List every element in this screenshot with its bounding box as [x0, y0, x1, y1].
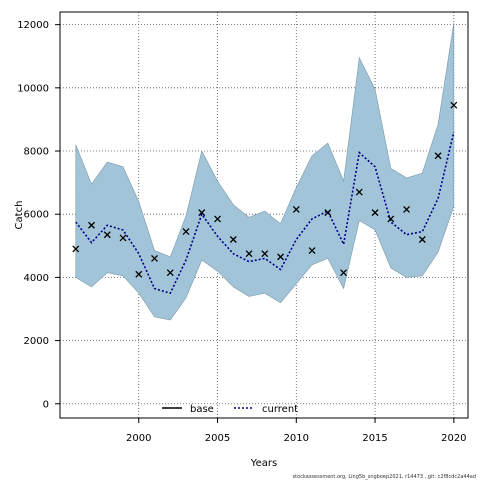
observed-point-stroke [340, 269, 348, 277]
observed-point-stroke [371, 209, 379, 217]
observed-point [166, 269, 174, 277]
observed-point-stroke [182, 228, 190, 236]
observed-point [261, 250, 269, 258]
x-tick-label: 2015 [362, 433, 387, 444]
y-axis-title: Catch [14, 201, 25, 230]
observed-point [418, 236, 426, 243]
confidence-band [75, 23, 455, 321]
observed-point-stroke [72, 245, 80, 253]
observed-point-stroke [103, 231, 111, 239]
legend: base current [162, 404, 298, 415]
observed-point [198, 209, 206, 217]
observed-point [450, 101, 458, 109]
observed-point-stroke [387, 215, 395, 223]
axes: 2000 2005 2010 2015 2020 0 2000 4000 6000 8000 100… [17, 20, 466, 444]
observed-point [355, 188, 363, 196]
observed-point [135, 270, 143, 278]
plot-frame [59, 11, 469, 419]
observed-point-stroke [198, 209, 206, 217]
x-tick-label: 2020 [441, 433, 466, 444]
legend-current-label: current [262, 404, 298, 415]
observed-point-stroke [151, 254, 158, 262]
observed-point-stroke [355, 188, 363, 196]
y-tick-label: 8000 [24, 147, 49, 158]
observed-point [387, 215, 395, 223]
observed-point-stroke [418, 236, 426, 243]
observed-point-stroke [119, 234, 127, 242]
observed-point-stroke [292, 206, 300, 213]
plot-area [60, 12, 468, 418]
observed-point [277, 253, 285, 261]
observed-point [245, 250, 253, 258]
observed-point-stroke [166, 269, 174, 277]
observed-point [88, 221, 95, 229]
observed-point [182, 228, 190, 236]
observed-point [308, 247, 316, 255]
x-tick-label: 2005 [205, 433, 230, 444]
observed-point [103, 231, 111, 239]
observed-point-stroke [403, 206, 411, 213]
observed-point [403, 206, 411, 213]
observed-point-stroke [245, 250, 253, 258]
observed-point [434, 152, 442, 160]
x-tick-label: 2010 [284, 433, 309, 444]
observed-point [371, 209, 379, 217]
y-tick-label: 2000 [24, 336, 49, 347]
x-axis-title: Years [250, 458, 277, 469]
y-tick-label: 4000 [24, 273, 49, 284]
observed-point-stroke [450, 101, 458, 109]
observed-point [214, 215, 221, 223]
observed-point-stroke [324, 209, 332, 217]
observed-point [119, 234, 127, 242]
observed-point [292, 206, 300, 213]
observed-point [324, 209, 332, 217]
footnote: stockassessment.org, Ling5b_sngboep2021,… [293, 474, 476, 480]
observed-point-stroke [214, 215, 221, 223]
observed-point-stroke [308, 247, 316, 255]
observed-point [340, 269, 348, 277]
observed-point-stroke [135, 270, 143, 278]
observed-point [229, 236, 237, 243]
y-tick-label: 0 [43, 399, 49, 410]
observed-point [151, 254, 158, 262]
x-tick-label: 2000 [126, 433, 151, 444]
observed-point-stroke [434, 152, 442, 160]
observed-point-stroke [277, 253, 285, 261]
observed-point-stroke [229, 236, 237, 243]
y-tick-label: 10000 [17, 83, 49, 94]
observed-point-stroke [261, 250, 269, 258]
observed-point [72, 245, 80, 253]
y-tick-label: 6000 [24, 210, 49, 221]
observed-point-stroke [88, 221, 95, 229]
y-tick-label: 12000 [17, 20, 49, 31]
legend-base-label: base [190, 404, 214, 415]
